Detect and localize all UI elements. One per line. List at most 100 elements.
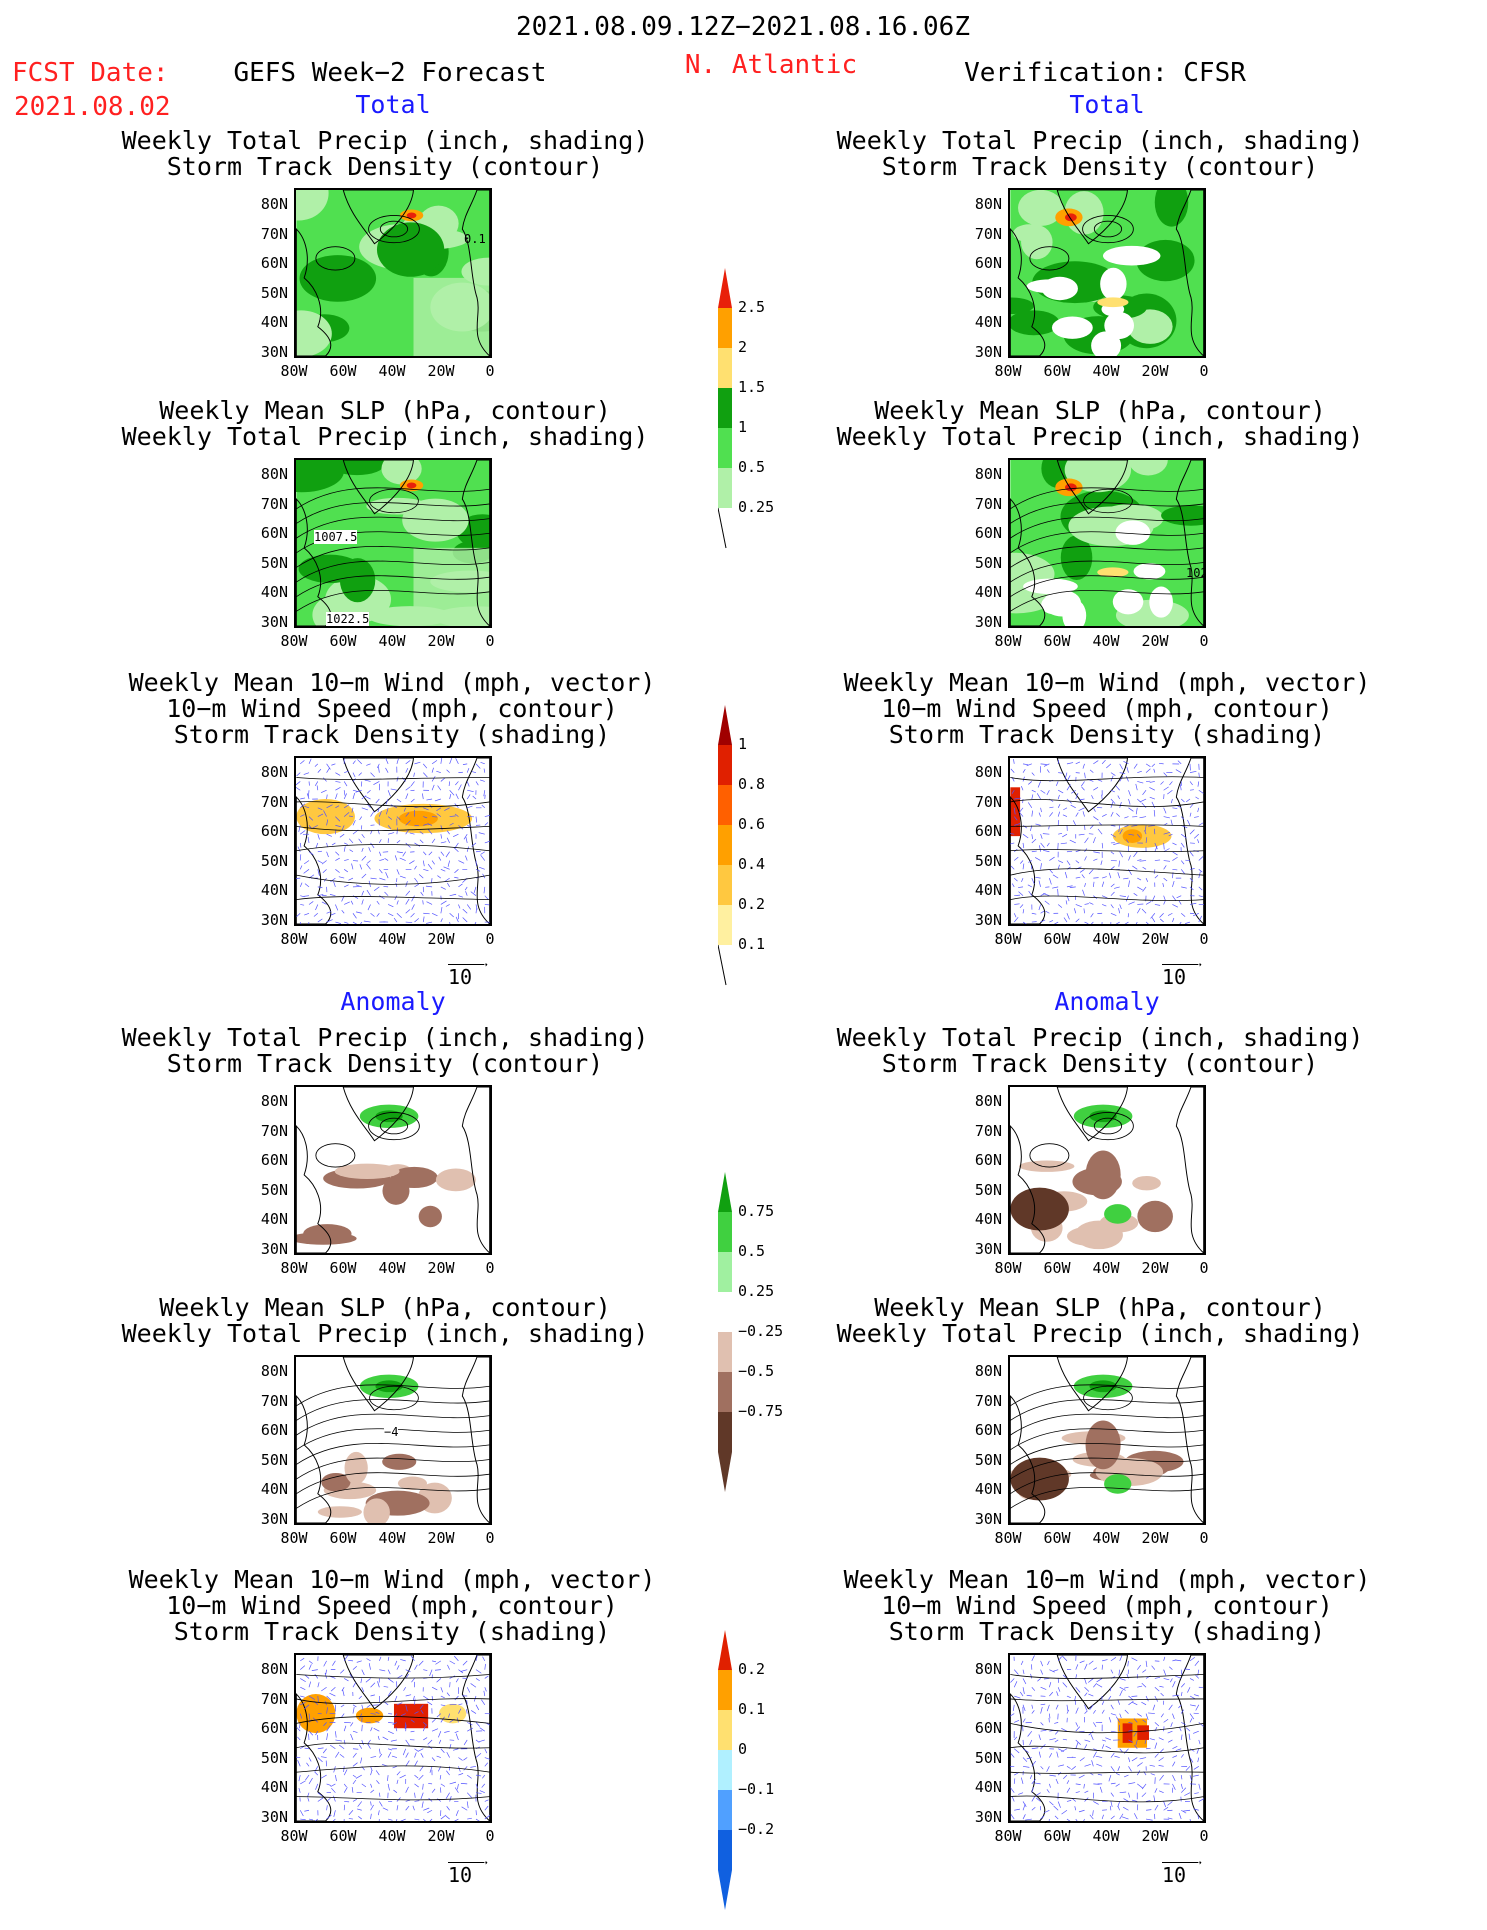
lon-tick: 80W — [994, 1827, 1021, 1845]
lon-tick: 80W — [280, 1529, 307, 1547]
verification-title: Verification: CFSR — [964, 58, 1246, 88]
lat-tick: 70N — [962, 495, 1002, 513]
colorbar-swatch — [718, 1372, 732, 1412]
map-vf-total-slp: 102 — [1008, 458, 1206, 628]
lon-tick: 80W — [994, 362, 1021, 380]
lat-tick: 50N — [248, 1451, 288, 1469]
lon-tick: 40W — [1092, 1529, 1119, 1547]
lon-tick: 0 — [485, 1529, 494, 1547]
lat-tick: 80N — [248, 195, 288, 213]
colorbar-label: 0.5 — [738, 458, 765, 476]
colorbar-label: 1.5 — [738, 378, 765, 396]
lat-tick: 40N — [248, 1778, 288, 1796]
colorbar-label: 0.1 — [738, 935, 765, 953]
map-label: 102 — [1186, 566, 1206, 580]
colorbar-label: 2.5 — [738, 298, 765, 316]
colorbar-label: 1 — [738, 418, 747, 436]
colorbar-swatch — [718, 468, 732, 508]
lat-tick: 60N — [962, 822, 1002, 840]
lat-tick: 30N — [248, 1808, 288, 1826]
lat-tick: 60N — [962, 1421, 1002, 1439]
lat-tick: 50N — [248, 284, 288, 302]
lon-tick: 80W — [280, 930, 307, 948]
lon-tick: 0 — [485, 1259, 494, 1277]
fc-anom-slp-title: Weekly Mean SLP (hPa, contour)Weekly Tot… — [122, 1295, 649, 1347]
map-label: 1022.5 — [326, 612, 369, 626]
fcst-date: 2021.08.02 — [14, 92, 171, 122]
lat-tick: 80N — [248, 1660, 288, 1678]
lat-tick: 80N — [248, 465, 288, 483]
colorbar-swatch — [718, 1670, 732, 1710]
colorbar-swatch — [718, 1750, 732, 1790]
vf-total-slp-title: Weekly Mean SLP (hPa, contour)Weekly Tot… — [837, 398, 1364, 450]
lon-tick: 80W — [994, 1259, 1021, 1277]
forecast-title: GEFS Week−2 Forecast — [233, 58, 546, 88]
map-label: −4 — [384, 1425, 398, 1439]
lon-tick: 80W — [280, 362, 307, 380]
forecast-total-label: Total — [355, 90, 430, 119]
lat-tick: 50N — [248, 1749, 288, 1767]
lon-tick: 60W — [1043, 362, 1070, 380]
map-fc-total-slp: 1007.5 1022.5 — [294, 458, 492, 628]
colorbar-swatch — [718, 1452, 732, 1492]
lat-tick: 50N — [962, 284, 1002, 302]
map-label: 1007.5 — [314, 530, 357, 544]
colorbar-swatch — [718, 1292, 732, 1332]
colorbar-label: 0.2 — [738, 1660, 765, 1678]
colorbar-swatch — [718, 825, 732, 865]
colorbar-label: 0.25 — [738, 498, 774, 516]
region-title: N. Atlantic — [685, 50, 857, 80]
lon-tick: 0 — [485, 930, 494, 948]
lat-tick: 40N — [962, 313, 1002, 331]
colorbar-label: 0.4 — [738, 855, 765, 873]
lat-tick: 50N — [962, 1451, 1002, 1469]
lon-tick: 60W — [1043, 1259, 1070, 1277]
lat-tick: 40N — [248, 1480, 288, 1498]
vector-ref-fc-total: ➝10 — [448, 964, 484, 989]
map-fc-anom-wind — [294, 1653, 492, 1823]
lon-tick: 0 — [485, 362, 494, 380]
colorbar-label: 2 — [738, 338, 747, 356]
lat-tick: 80N — [248, 1362, 288, 1380]
colorbar-swatch — [718, 1790, 732, 1830]
lat-tick: 40N — [962, 881, 1002, 899]
lat-tick: 40N — [962, 583, 1002, 601]
lat-tick: 30N — [962, 1510, 1002, 1528]
lat-tick: 60N — [248, 1719, 288, 1737]
lon-tick: 40W — [1092, 1827, 1119, 1845]
colorbar-swatch — [718, 1710, 732, 1750]
lat-tick: 70N — [962, 1392, 1002, 1410]
lat-tick: 60N — [248, 254, 288, 272]
lon-tick: 20W — [427, 1259, 454, 1277]
lat-tick: 70N — [962, 1122, 1002, 1140]
lat-tick: 30N — [962, 1808, 1002, 1826]
lat-tick: 30N — [248, 911, 288, 929]
lat-tick: 70N — [248, 793, 288, 811]
lat-tick: 80N — [248, 763, 288, 781]
lat-tick: 60N — [248, 524, 288, 542]
lon-tick: 20W — [1141, 362, 1168, 380]
lon-tick: 20W — [427, 362, 454, 380]
lat-tick: 80N — [962, 1092, 1002, 1110]
colorbar-label: 0.6 — [738, 815, 765, 833]
lon-tick: 0 — [1199, 1529, 1208, 1547]
colorbar-swatch — [718, 1412, 732, 1452]
colorbar-swatch — [718, 428, 732, 468]
colorbar-swatch — [718, 785, 732, 825]
map-vf-total-wind — [1008, 756, 1206, 926]
verification-total-label: Total — [1069, 90, 1144, 119]
lat-tick: 80N — [962, 763, 1002, 781]
lon-tick: 0 — [485, 632, 494, 650]
lat-tick: 70N — [962, 793, 1002, 811]
lat-tick: 30N — [248, 1510, 288, 1528]
vector-ref-fc-anom: ➝10 — [448, 1862, 484, 1887]
lat-tick: 70N — [248, 1122, 288, 1140]
fc-total-slp-title: Weekly Mean SLP (hPa, contour)Weekly Tot… — [122, 398, 649, 450]
colorbar-swatch — [718, 268, 732, 308]
lat-tick: 30N — [248, 1240, 288, 1258]
lat-tick: 80N — [962, 195, 1002, 213]
lon-tick: 60W — [329, 1259, 356, 1277]
colorbar-swatch — [718, 1830, 732, 1870]
vector-ref-vf-anom: ➝10 — [1162, 1862, 1198, 1887]
vf-anom-slp-title: Weekly Mean SLP (hPa, contour)Weekly Tot… — [837, 1295, 1364, 1347]
